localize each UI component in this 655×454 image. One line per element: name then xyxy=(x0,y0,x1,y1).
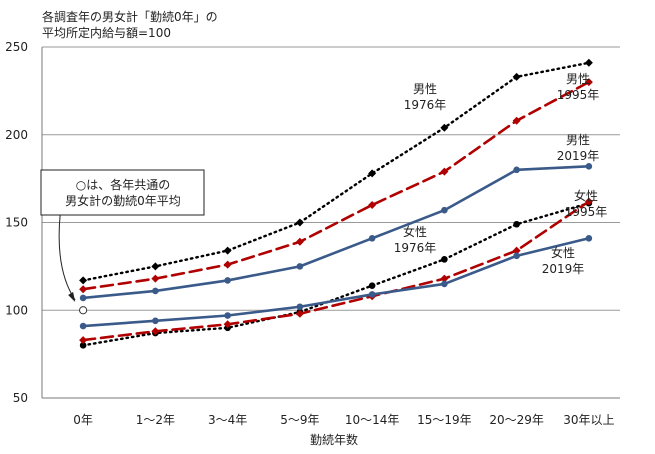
data-point xyxy=(79,342,87,349)
y-tick-labels: 50 100 150 200 250 xyxy=(5,40,28,405)
series-label: 1995年 xyxy=(557,88,600,102)
x-tick-label: 20〜29年 xyxy=(489,413,544,427)
baseline-marker xyxy=(79,306,88,315)
series-line xyxy=(81,200,591,342)
y-tick-label: 250 xyxy=(5,40,28,54)
data-point xyxy=(295,237,304,246)
axes xyxy=(41,47,620,399)
data-point xyxy=(441,280,448,288)
data-point xyxy=(368,291,376,298)
data-point xyxy=(441,206,448,214)
note-arrow xyxy=(58,214,76,301)
series-label: 2019年 xyxy=(557,149,600,163)
data-point xyxy=(79,285,88,294)
data-point xyxy=(513,252,520,260)
x-tick-label: 1〜2年 xyxy=(136,413,175,427)
note-text: 男女計の勤続0年平均 xyxy=(65,193,181,208)
data-point xyxy=(296,303,304,311)
series-line xyxy=(81,201,591,347)
series-label: 2019年 xyxy=(542,262,585,276)
series-label: 男性 xyxy=(566,72,590,86)
data-point xyxy=(513,166,520,174)
series-1 xyxy=(79,78,593,294)
x-tick-label: 15〜19年 xyxy=(417,413,472,427)
data-point xyxy=(585,234,593,242)
note-text: ○は、各年共通の xyxy=(76,177,170,192)
series-label: 1995年 xyxy=(565,205,608,219)
data-point xyxy=(368,200,377,209)
series-label: 男性 xyxy=(566,133,590,147)
x-axis-label: 勤続年数 xyxy=(310,432,358,447)
data-point xyxy=(223,320,232,329)
series-line xyxy=(81,165,591,300)
data-point xyxy=(368,282,376,289)
data-point xyxy=(584,197,593,206)
data-point xyxy=(152,317,159,325)
x-tick-labels: 0年 1〜2年 3〜4年 5〜9年 10〜14年 15〜19年 20〜29年 30年以上 xyxy=(73,413,614,427)
data-point xyxy=(368,234,376,242)
series-line xyxy=(81,61,591,282)
series-5 xyxy=(79,234,593,330)
data-point xyxy=(512,246,521,255)
y-tick-label: 100 xyxy=(5,303,28,317)
series-label: 女性 xyxy=(574,188,598,203)
data-point xyxy=(440,167,449,176)
data-point xyxy=(368,169,377,178)
data-point xyxy=(151,274,160,283)
title-line: 平均所定内給与額=100 xyxy=(42,25,171,40)
data-point xyxy=(585,163,593,170)
series-lines xyxy=(79,58,593,349)
x-tick-label: 10〜14年 xyxy=(345,413,400,427)
data-point xyxy=(151,327,160,336)
x-tick-label: 5〜9年 xyxy=(280,413,319,427)
data-point xyxy=(584,58,593,67)
data-point xyxy=(584,78,593,87)
x-tick-label: 3〜4年 xyxy=(208,413,247,427)
data-point xyxy=(440,123,449,132)
data-point xyxy=(223,260,232,269)
data-point xyxy=(223,246,232,255)
title-line: 各調査年の男女計「勤続0年」の xyxy=(42,9,218,24)
series-line xyxy=(81,236,591,328)
series-label: 1976年 xyxy=(404,98,447,112)
arrow-head xyxy=(68,292,76,302)
data-point xyxy=(151,262,160,271)
series-label: 女性 xyxy=(551,245,575,260)
series-2 xyxy=(79,163,593,302)
data-point xyxy=(513,220,520,228)
y-tick-label: 150 xyxy=(5,216,28,230)
data-point xyxy=(79,336,88,345)
data-point xyxy=(79,276,88,285)
data-point xyxy=(79,294,87,302)
data-point xyxy=(440,274,449,283)
data-point xyxy=(512,72,521,81)
series-label: 女性 xyxy=(403,224,427,239)
y-tick-label: 50 xyxy=(13,391,28,405)
data-point xyxy=(296,263,304,270)
series-0 xyxy=(79,58,593,285)
data-point xyxy=(295,309,304,318)
data-point xyxy=(441,256,448,263)
y-tick-label: 200 xyxy=(5,128,28,142)
note-box xyxy=(40,169,205,216)
data-point xyxy=(79,322,87,330)
series-label: 男性 xyxy=(413,82,437,96)
data-point xyxy=(295,218,304,227)
data-point xyxy=(152,287,159,295)
data-point xyxy=(512,116,521,125)
series-line xyxy=(81,80,591,291)
x-tick-label: 30年以上 xyxy=(563,413,614,427)
x-tick-label: 0年 xyxy=(73,413,93,427)
series-labels: 男性1976年男性1995年男性2019年女性1976年女性1995年女性201… xyxy=(394,72,608,276)
series-label: 1976年 xyxy=(394,241,437,255)
data-point xyxy=(224,277,231,284)
data-point xyxy=(224,312,231,319)
